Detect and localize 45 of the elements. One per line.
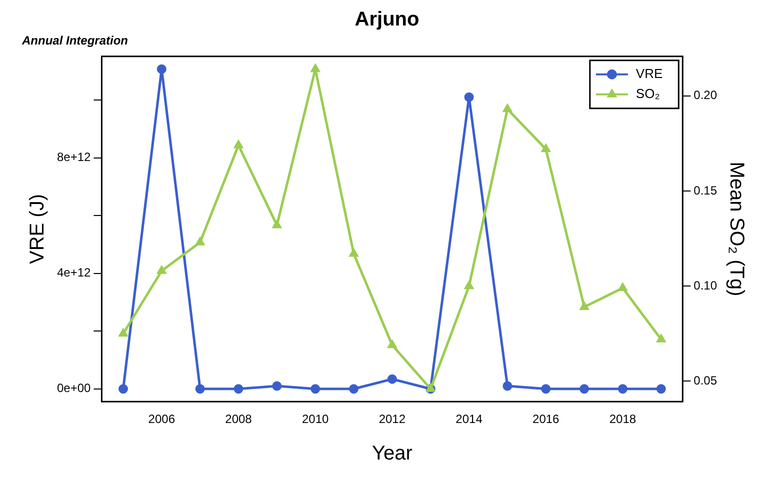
y2-tick-label: 0.05	[694, 374, 718, 388]
point	[310, 384, 320, 394]
point	[502, 381, 512, 391]
point	[272, 220, 282, 228]
point	[580, 302, 589, 310]
point	[656, 384, 666, 394]
x-tick-label: 2010	[302, 412, 329, 426]
y2-tick-label: 0.15	[694, 183, 718, 198]
point	[349, 248, 358, 257]
y-tick-label: 4e+12	[57, 266, 92, 280]
x-tick-label: 2012	[378, 412, 406, 426]
y2-tick-label: 0.20	[694, 88, 718, 102]
point	[349, 384, 358, 394]
point	[387, 374, 397, 384]
point	[542, 144, 550, 152]
point	[311, 64, 320, 72]
y2-axis-title: Mean SO₂ (Tg)	[725, 162, 748, 296]
point	[464, 92, 474, 102]
point	[618, 384, 628, 394]
point	[234, 384, 244, 394]
chart-subtitle: Annual Integration	[21, 34, 128, 48]
point	[464, 281, 474, 290]
x-tick-label: 2008	[225, 412, 252, 426]
y-axis-title: VRE (J)	[26, 194, 49, 264]
x-tick-label: 2018	[609, 412, 636, 426]
y2-tick-label: 0.10	[694, 278, 718, 292]
point	[618, 283, 627, 291]
point	[195, 384, 205, 394]
x-tick-label: 2016	[532, 412, 560, 426]
legend-label: SO₂	[636, 86, 660, 101]
x-axis-title: Year	[372, 442, 413, 465]
point	[272, 381, 282, 391]
point	[118, 328, 128, 337]
point	[503, 104, 512, 112]
x-tick-label: 2006	[148, 412, 176, 426]
point	[541, 384, 551, 394]
point	[156, 64, 166, 74]
y-tick-label: 8e+12	[57, 150, 92, 164]
chart-title: Arjuno	[354, 8, 420, 31]
point	[118, 384, 128, 394]
point	[388, 340, 396, 348]
legend-label: VRE	[636, 66, 663, 81]
x-tick-label: 2014	[456, 412, 483, 426]
y-tick-label: 0e+00	[57, 381, 92, 396]
point	[580, 384, 590, 394]
